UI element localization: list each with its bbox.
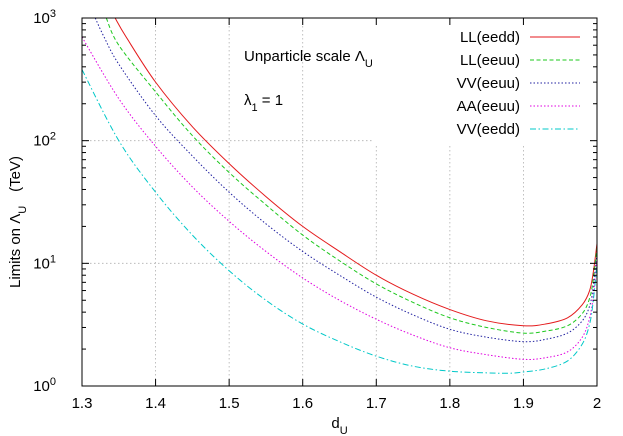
legend: LL(eedd) LL(eeuu) VV(eeuu) AA(eeuu) VV(eedd) <box>457 29 580 138</box>
plot-frame <box>81 17 598 387</box>
legend-label: VV(eeuu) <box>457 75 520 92</box>
x-axis-label: dU <box>331 415 347 436</box>
series-line-3 <box>94 18 597 343</box>
x-tick-label: 1.5 <box>219 395 240 412</box>
legend-label: LL(eedd) <box>460 29 520 46</box>
y-axis-label-sub: U <box>17 206 29 214</box>
annotation-lambda-sub: 1 <box>252 102 258 114</box>
y-tick-label: 102 <box>33 131 56 150</box>
annotation-unparticle-scale: Unparticle scale ΛU <box>244 48 373 70</box>
legend-label: VV(eedd) <box>457 121 520 138</box>
y-tick-label: 103 <box>33 8 56 27</box>
y-axis-label-unit: (TeV) <box>7 156 24 192</box>
x-axis-label-sub: U <box>340 425 348 436</box>
annotation-unparticle-scale-sub: U <box>365 58 373 70</box>
legend-label: LL(eeuu) <box>460 52 520 69</box>
annotation-unparticle-scale-text: Unparticle scale Λ <box>244 48 365 65</box>
y-axis-label: Limits on ΛU (TeV) <box>7 156 29 288</box>
x-axis-label-main: d <box>331 415 339 432</box>
axis-ticks: 1.3 1.4 1.5 1.6 1.7 1.8 1.9 2 100 101 102 103 <box>33 8 601 412</box>
y-axis-label-main: Limits on Λ <box>7 214 24 288</box>
series-line-5 <box>82 69 597 374</box>
x-tick-label: 2 <box>593 395 601 412</box>
x-tick-label: 1.4 <box>145 395 166 412</box>
series-line-1 <box>114 18 597 327</box>
series-group <box>82 18 597 374</box>
x-tick-label: 1.7 <box>366 395 387 412</box>
annotation-lambda: λ1 = 1 <box>244 92 283 114</box>
x-tick-label: 1.9 <box>513 395 534 412</box>
y-tick-label: 100 <box>33 376 56 395</box>
annotation-lambda-symbol: λ <box>244 92 252 109</box>
legend-background <box>372 22 590 145</box>
x-tick-label: 1.6 <box>292 395 313 412</box>
annotation-lambda-value: = 1 <box>258 92 283 109</box>
legend-label: AA(eeuu) <box>457 98 520 115</box>
x-tick-label: 1.8 <box>439 395 460 412</box>
x-tick-label: 1.3 <box>72 395 93 412</box>
series-line-2 <box>105 18 597 334</box>
series-line-4 <box>82 36 597 360</box>
y-tick-label: 101 <box>33 253 56 272</box>
